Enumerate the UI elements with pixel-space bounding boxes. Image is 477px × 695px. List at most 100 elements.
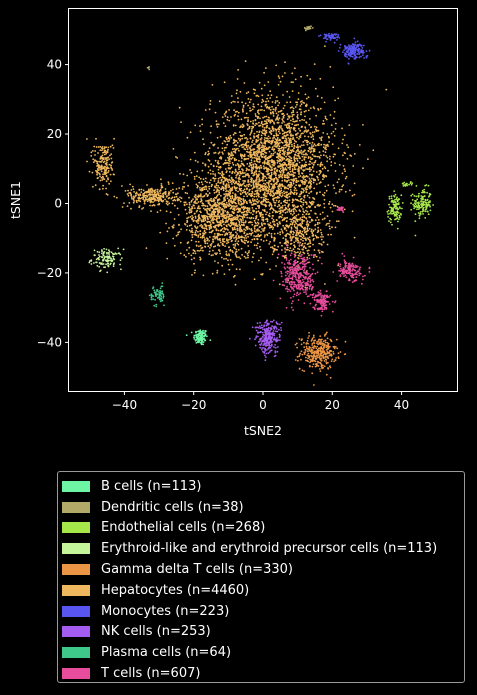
data-point [351, 194, 354, 197]
data-point [232, 154, 235, 157]
data-point [330, 132, 333, 135]
data-point [296, 120, 298, 122]
data-point [344, 170, 346, 173]
data-point [243, 191, 246, 194]
data-point [184, 223, 187, 226]
data-point [275, 172, 277, 175]
data-point [245, 193, 248, 196]
data-point [243, 237, 246, 239]
data-point [312, 181, 315, 184]
data-point [312, 341, 315, 344]
data-point [254, 124, 256, 127]
data-point [278, 77, 281, 79]
data-point [331, 203, 334, 206]
data-point [102, 151, 104, 154]
data-point [142, 198, 145, 201]
data-point [239, 164, 242, 167]
data-point [308, 163, 310, 166]
data-point [313, 384, 315, 386]
data-point [424, 208, 427, 211]
data-point [265, 239, 268, 242]
data-point [271, 187, 273, 190]
data-point [129, 183, 132, 186]
data-point [311, 349, 314, 352]
data-point [184, 191, 187, 194]
data-point [288, 176, 290, 179]
data-point [259, 189, 262, 192]
data-point [296, 114, 299, 116]
data-point [224, 115, 227, 117]
data-point [324, 147, 326, 150]
data-point [311, 141, 314, 144]
data-point [404, 183, 407, 186]
data-point [202, 220, 205, 223]
data-point [301, 100, 303, 102]
data-point [251, 261, 254, 263]
data-point [242, 208, 245, 211]
data-point [419, 206, 422, 209]
data-point [276, 189, 278, 192]
data-point [311, 177, 313, 180]
data-point [421, 195, 424, 198]
data-point [200, 343, 203, 346]
data-point [249, 188, 251, 191]
data-point [324, 339, 327, 342]
data-point [284, 217, 287, 220]
data-point [264, 137, 266, 139]
data-point [267, 167, 270, 170]
data-point [423, 188, 426, 191]
data-point [310, 144, 313, 146]
data-point [281, 118, 284, 121]
data-point [249, 107, 251, 109]
data-point [249, 162, 251, 165]
data-point [107, 260, 109, 263]
data-point [233, 109, 236, 112]
data-point [225, 257, 228, 260]
data-point [199, 194, 202, 197]
data-point [400, 194, 403, 197]
data-point [273, 167, 276, 170]
data-point [358, 144, 361, 146]
data-point [252, 174, 255, 177]
data-point [207, 218, 210, 221]
data-point [270, 206, 273, 209]
data-point [297, 359, 299, 362]
data-point [248, 127, 251, 130]
data-point [306, 350, 309, 352]
data-point [269, 121, 272, 124]
data-point [90, 155, 93, 157]
data-point [282, 119, 284, 122]
data-point [330, 161, 333, 163]
data-point [256, 181, 258, 183]
data-point [196, 209, 199, 212]
data-point [298, 368, 301, 370]
data-point [103, 178, 106, 181]
data-point [255, 173, 258, 176]
data-point [312, 147, 315, 150]
data-point [272, 148, 275, 151]
data-point [277, 114, 279, 116]
data-point [187, 241, 190, 244]
data-point [327, 184, 330, 187]
data-point [194, 159, 197, 162]
data-point [285, 146, 287, 149]
data-point [323, 192, 326, 194]
data-point [235, 189, 238, 192]
data-point [252, 165, 255, 167]
data-point [175, 195, 178, 198]
data-point [264, 140, 267, 143]
data-point [321, 136, 323, 139]
data-point [333, 187, 336, 190]
data-point [201, 333, 204, 335]
data-point [273, 244, 276, 247]
data-point [324, 341, 327, 344]
data-point [209, 199, 212, 202]
data-point [111, 169, 114, 171]
data-point [278, 215, 281, 218]
data-point [289, 170, 292, 173]
data-point [312, 163, 315, 166]
data-point [98, 258, 100, 261]
data-point [284, 211, 287, 214]
data-point [429, 209, 432, 212]
data-point [315, 351, 318, 354]
